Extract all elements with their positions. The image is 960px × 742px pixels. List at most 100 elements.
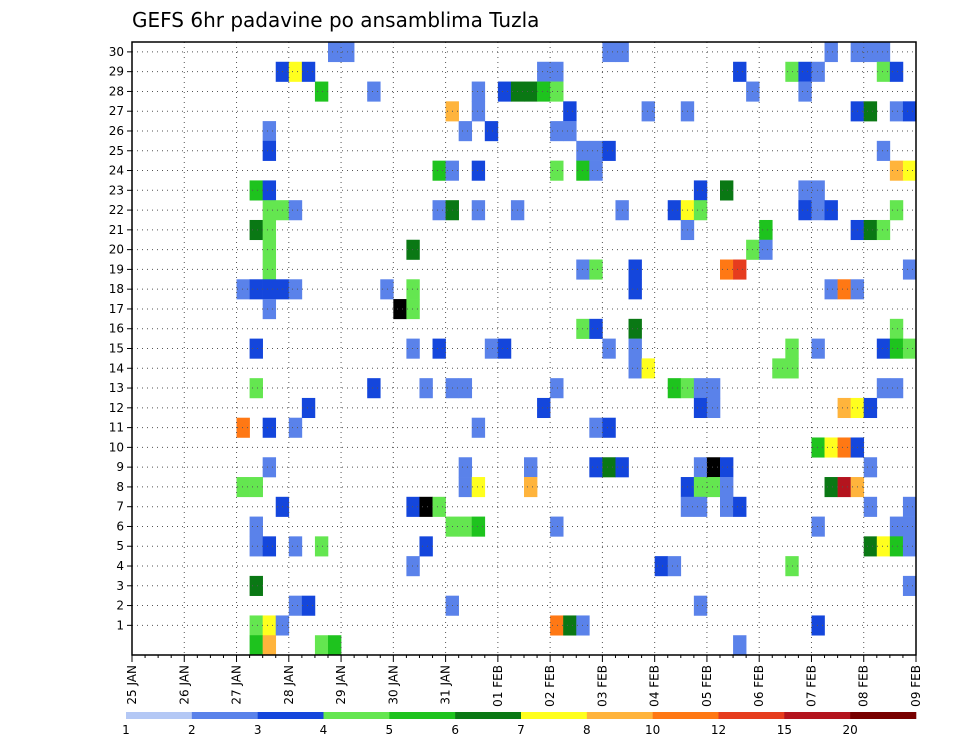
heatmap-cell [876,378,891,399]
y-tick-label: 1 [116,618,124,632]
y-tick-label: 3 [116,579,124,593]
heatmap-cell [693,200,708,221]
y-tick-label: 25 [109,144,124,158]
legend-label: 20 [843,723,858,737]
legend-swatch [323,712,390,719]
x-tick-label: 05 FEB [700,665,714,707]
heatmap-cell [693,496,708,517]
legend-swatch [718,712,785,719]
heatmap-cell [550,516,564,537]
heatmap-cell [824,477,838,498]
heatmap-cell [667,556,682,577]
x-tick-label: 07 FEB [804,665,818,707]
legend-swatch [586,712,653,719]
heatmap-cell [537,81,551,102]
y-tick-label: 26 [109,124,124,138]
heatmap-cell [262,219,277,241]
heatmap-cell [484,338,499,359]
heatmap-cell [550,61,564,82]
heatmap-cell [524,81,538,102]
y-tick-label: 22 [109,203,124,217]
heatmap-cell [249,477,263,498]
heatmap-cell [406,556,420,577]
heatmap-cell [262,457,277,478]
x-tick-label: 25 JAN [125,665,139,705]
heatmap-cell [589,417,603,438]
x-tick-label: 31 JAN [439,665,453,705]
heatmap-cell [602,140,616,161]
heatmap-cell [902,338,917,359]
heatmap-cell [288,595,303,616]
heatmap-cell [288,536,303,557]
heatmap-cell [837,397,851,419]
x-axis: 25 JAN 26 JAN 27 JAN 28 JAN 29 JAN 30 JAN 31 J… [125,655,923,707]
heatmap-cell [589,160,603,181]
heatmap-cell [824,437,838,458]
heatmap-cell [471,81,486,102]
heatmap-cell [458,121,473,142]
heatmap-cell [249,575,263,596]
heatmap-cell [720,259,734,280]
heatmap-cell [301,61,316,82]
legend-label: 5 [386,723,394,737]
x-tick-label: 02 FEB [543,665,557,707]
heatmap-cell [524,457,538,478]
heatmap-cell [863,101,878,122]
heatmap-cell [641,358,655,379]
grid-lines [132,42,916,655]
heatmap-cell [902,575,917,596]
heatmap-cell [249,635,263,656]
heatmap-cell [262,615,277,636]
heatmap-cell [432,338,446,359]
heatmap-cell [432,200,446,221]
heatmap-cell [550,121,564,142]
heatmap-cell [314,81,329,102]
heatmap-cell [811,437,825,458]
heatmap-cell [876,140,891,161]
heatmap-cell [798,200,812,221]
legend-swatch [784,712,851,719]
y-tick-label: 7 [116,500,124,514]
heatmap-cell [589,140,603,161]
heatmap-cell [419,496,433,517]
heatmap-cell [589,457,603,478]
heatmap-cell [798,81,812,102]
y-tick-label: 30 [109,45,124,59]
heatmap-cell [458,457,473,478]
legend-label: 6 [451,723,459,737]
heatmap-cell [759,239,773,260]
heatmap-cell [837,279,851,300]
y-axis: 1234567891011121314151617181920212223242… [109,45,132,632]
heatmap-cell [863,219,878,241]
heatmap-cell [654,556,669,577]
heatmap-cell [262,417,277,438]
x-tick-label: 09 FEB [909,665,923,707]
heatmap-cell [314,536,329,557]
heatmap-cell [706,457,721,478]
heatmap-cell [602,42,616,63]
heatmap-cell [419,536,433,557]
y-tick-label: 15 [109,342,124,356]
heatmap-cell [902,516,917,537]
heatmap-cell [798,180,812,201]
heatmap-cell [262,635,277,656]
heatmap-cell [837,477,851,498]
heatmap-cell [288,200,303,221]
heatmap-cell [432,160,446,181]
heatmap-cell [393,299,407,320]
heatmap-cell [811,338,825,359]
y-tick-label: 5 [116,539,124,553]
heatmap-cell [471,417,486,438]
heatmap-cell [249,180,263,201]
heatmap-cell [471,101,486,122]
heatmap-cell [458,477,473,498]
heatmap-cell [667,200,682,221]
heatmap-cell [628,358,642,379]
chart-title: GEFS 6hr padavine po ansamblima Tuzla [132,8,539,32]
y-tick-label: 11 [109,421,124,435]
heatmap-cell [733,635,747,656]
x-tick-label: 30 JAN [386,665,400,705]
heatmap-cell [902,259,917,280]
heatmap-cell [367,81,381,102]
heatmap-cell [902,160,917,181]
